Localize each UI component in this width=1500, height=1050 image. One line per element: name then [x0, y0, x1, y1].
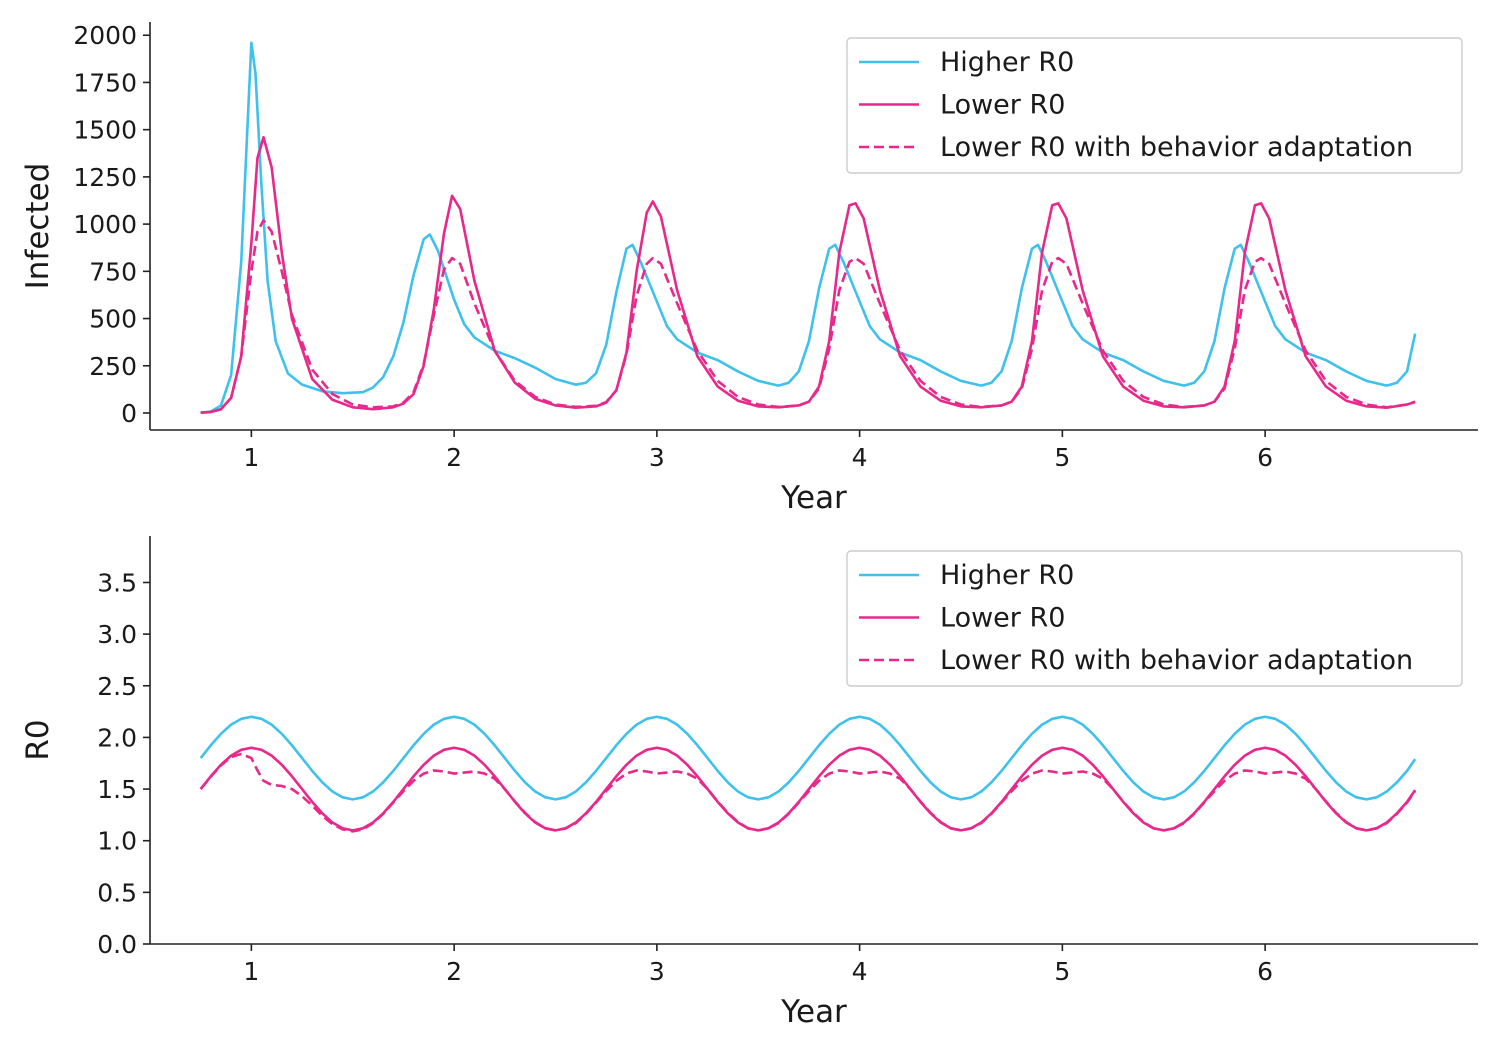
- y-tick-label: 3.0: [97, 620, 137, 649]
- y-tick-label: 1250: [73, 163, 137, 192]
- y-tick-label: 1500: [73, 116, 137, 145]
- series-line-r0-2: [199, 752, 1417, 833]
- x-tick-label: 5: [1054, 957, 1070, 986]
- x-tick-label: 4: [852, 957, 868, 986]
- y-axis-label: Infected: [20, 163, 56, 290]
- series-line-infected-2: [200, 219, 1416, 414]
- x-tick-label: 3: [649, 957, 665, 986]
- x-tick-label: 5: [1054, 443, 1070, 472]
- series-line-r0-1: [199, 746, 1417, 832]
- y-tick-label: 3.5: [97, 568, 137, 597]
- y-axis-label: R0: [20, 719, 56, 760]
- legend-label: Higher R0: [940, 47, 1074, 78]
- legend-label: Lower R0: [940, 90, 1065, 121]
- y-tick-label: 1000: [73, 210, 137, 239]
- chart-infected: 1 2 3 4 5 6 0 250 500 750 1000 1250 1500 1750 2000 Year…: [20, 21, 1478, 516]
- x-tick-label: 6: [1257, 443, 1273, 472]
- legend-label: Lower R0 with behavior adaptation: [940, 132, 1413, 163]
- x-tick-label: 4: [852, 443, 868, 472]
- y-tick-label: 2.0: [97, 723, 137, 752]
- x-axis-label: Year: [780, 480, 847, 516]
- series-line-r0-0: [199, 715, 1417, 801]
- x-tick-label: 1: [243, 957, 259, 986]
- x-tick-label: 3: [649, 443, 665, 472]
- x-tick-label: 2: [446, 957, 462, 986]
- x-axis-label: Year: [780, 994, 847, 1030]
- x-tick-label: 2: [446, 443, 462, 472]
- y-tick-label: 250: [89, 352, 137, 381]
- y-tick-label: 500: [89, 305, 137, 334]
- series-line-infected-1: [200, 135, 1416, 414]
- legend-frame: [846, 550, 1463, 687]
- legend-frame: [846, 37, 1463, 174]
- y-tick-label: 2.5: [97, 672, 137, 701]
- legend-label: Higher R0: [940, 560, 1074, 591]
- y-tick-label: 0: [121, 399, 137, 428]
- x-tick-label: 1: [243, 443, 259, 472]
- y-tick-label: 0.0: [97, 930, 137, 959]
- x-tick-label: 6: [1257, 957, 1273, 986]
- legend: Higher R0 Lower R0 Lower R0 with behavior …: [846, 37, 1463, 174]
- y-tick-label: 0.5: [97, 878, 137, 907]
- y-tick-label: 1750: [73, 68, 137, 97]
- legend-label: Lower R0: [940, 603, 1065, 634]
- y-tick-label: 1.0: [97, 827, 137, 856]
- y-tick-label: 750: [89, 257, 137, 286]
- chart-r0: 1 2 3 4 5 6 0.0 0.5 1.0 1.5 2.0 2.5 3.0 3.5 Year R0 High…: [20, 536, 1478, 1030]
- y-tick-label: 1.5: [97, 775, 137, 804]
- y-tick-label: 2000: [73, 21, 137, 50]
- legend-label: Lower R0 with behavior adaptation: [940, 645, 1413, 676]
- series-line-infected-0: [200, 41, 1417, 414]
- legend: Higher R0 Lower R0 Lower R0 with behavior …: [846, 550, 1463, 687]
